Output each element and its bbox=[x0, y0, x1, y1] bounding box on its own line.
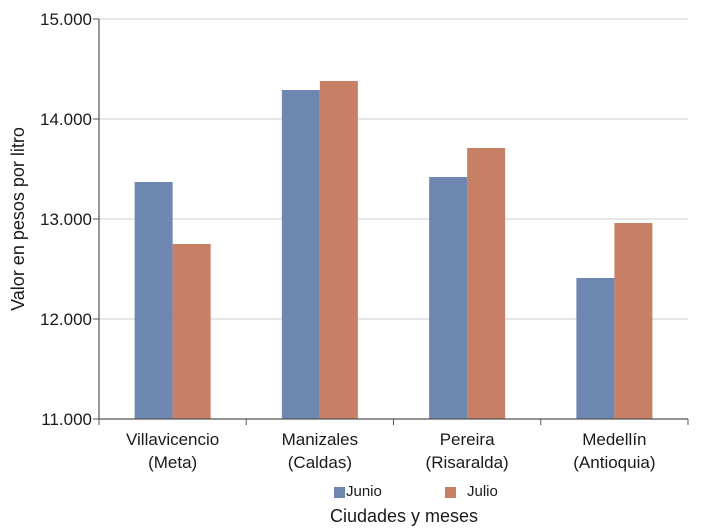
x-category-label: Medellín bbox=[582, 430, 646, 449]
x-category-label: (Meta) bbox=[148, 453, 197, 472]
bar-julio-3 bbox=[467, 148, 506, 419]
bar-junio-1 bbox=[134, 182, 173, 419]
x-category-labels: Villavicencio (Meta) Manizales (Caldas) Pere… bbox=[98, 419, 689, 472]
legend-swatch-julio bbox=[445, 487, 456, 498]
x-axis-title: Ciudades y meses bbox=[330, 506, 478, 526]
x-category-label: Villavicencio bbox=[126, 430, 219, 449]
x-category-label: Pereira bbox=[440, 430, 495, 449]
bar-julio-4 bbox=[614, 223, 653, 419]
bar-junio-4 bbox=[576, 278, 615, 419]
x-category-label: (Risaralda) bbox=[426, 453, 509, 472]
bar-junio-3 bbox=[429, 177, 468, 419]
bars bbox=[134, 81, 653, 419]
x-category-label: (Antioquia) bbox=[573, 453, 655, 472]
y-tick-label: 13.000 bbox=[40, 210, 92, 229]
y-tick-labels: 15.000 14.000 13.000 12.000 11.000 bbox=[40, 10, 99, 429]
y-tick-label: 11.000 bbox=[41, 410, 92, 429]
y-tick-label: 12.000 bbox=[40, 310, 92, 329]
legend-label: Junio bbox=[346, 483, 382, 500]
x-category-label: Manizales bbox=[282, 430, 359, 449]
bar-julio-1 bbox=[172, 244, 211, 419]
x-category-label: (Caldas) bbox=[288, 453, 352, 472]
legend: Junio Julio bbox=[334, 483, 498, 500]
legend-label: Julio bbox=[467, 483, 498, 500]
legend-swatch-junio bbox=[334, 487, 345, 498]
bar-junio-2 bbox=[281, 90, 320, 419]
y-axis-title: Valor en pesos por litro bbox=[8, 127, 28, 311]
y-tick-label: 14.000 bbox=[40, 110, 92, 129]
bar-julio-2 bbox=[319, 81, 358, 419]
y-tick-label: 15.000 bbox=[40, 10, 92, 29]
